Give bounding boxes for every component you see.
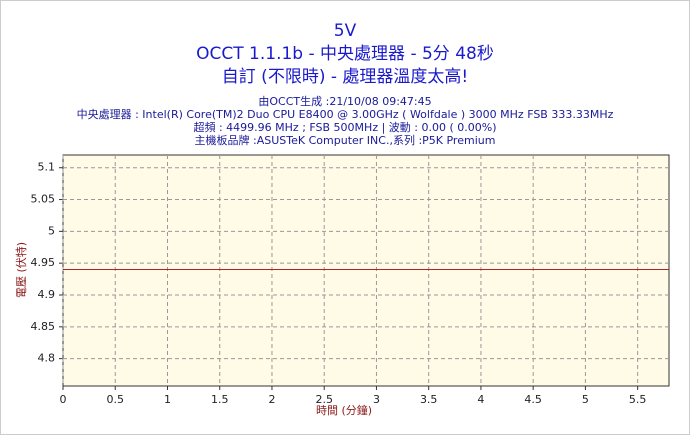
x-tick-label: 3.5	[420, 393, 438, 406]
y-tick-label: 4.8	[38, 352, 56, 365]
plot-area	[62, 154, 670, 387]
y-tick-label: 4.95	[31, 256, 56, 269]
x-tick-label: 5	[582, 393, 589, 406]
info-line: 中央處理器 : Intel(R) Core(TM)2 Duo CPU E8400…	[77, 107, 614, 121]
x-tick-label: 2	[268, 393, 275, 406]
y-tick-label: 5.1	[38, 161, 56, 174]
chart-title: 5V	[334, 21, 357, 41]
x-tick-label: 4.5	[524, 393, 542, 406]
info-line: 超頻 : 4499.96 MHz ; FSB 500MHz | 波動 : 0.0…	[193, 120, 496, 134]
x-tick-label: 5.5	[629, 393, 647, 406]
x-axis-label: 時間 (分鐘)	[316, 403, 372, 417]
y-axis-label: 電壓 (伏特)	[14, 242, 28, 298]
y-tick-label: 4.9	[38, 288, 56, 301]
info-line: 主機板品牌 :ASUSTeK Computer INC.,系列 :P5K Pre…	[195, 133, 496, 147]
y-tick-label: 5	[48, 224, 55, 237]
subtitle: OCCT 1.1.1b - 中央處理器 - 5分 48秒	[196, 44, 494, 64]
x-tick-label: 0	[60, 393, 67, 406]
x-tick-label: 4	[477, 393, 484, 406]
y-tick-label: 5.05	[31, 193, 56, 206]
x-tick-label: 2.5	[315, 393, 333, 406]
x-tick-label: 0.5	[106, 393, 124, 406]
x-tick-label: 3	[373, 393, 380, 406]
x-tick-label: 1.5	[211, 393, 229, 406]
y-tick-label: 4.85	[31, 320, 56, 333]
subtitle: 自訂 (不限時) - 處理器溫度太高!	[222, 67, 468, 87]
info-line: 由OCCT生成 :21/10/08 09:47:45	[258, 94, 431, 108]
x-tick-label: 1	[164, 393, 171, 406]
